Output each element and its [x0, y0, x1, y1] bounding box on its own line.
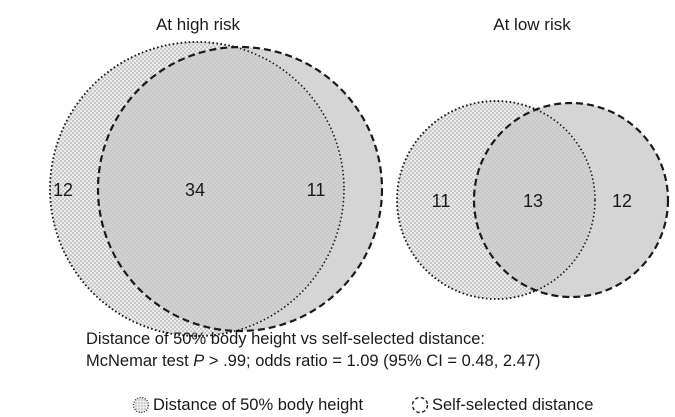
caption-line-2-prefix: McNemar test [86, 352, 194, 370]
legend-label-body-height: Distance of 50% body height [153, 396, 364, 414]
legend-item-body-height: Distance of 50% body height [132, 395, 363, 415]
dashed-circle-icon [411, 396, 429, 414]
legend-label-self-selected: Self-selected distance [432, 396, 594, 414]
panel-title-low-risk: At low risk [493, 15, 571, 34]
caption-line-1: Distance of 50% body height vs self-sele… [86, 330, 485, 348]
caption-line-2: McNemar test P > .99; odds ratio = 1.09 … [86, 350, 540, 372]
legend-item-self-selected: Self-selected distance [411, 395, 593, 415]
caption-p-symbol: P [193, 352, 205, 370]
count-high-body-only: 12 [53, 180, 73, 200]
circle-body-height-high-outline [49, 41, 345, 337]
count-low-both: 13 [523, 191, 543, 211]
venn-diagram: At high risk 12 34 11 At low risk 11 13 … [49, 15, 670, 337]
circle-self-selected-high [96, 45, 384, 333]
stippled-circle-icon [132, 396, 150, 414]
venn-high-risk: At high risk 12 34 11 [49, 15, 384, 337]
venn-low-risk: At low risk 11 13 12 [396, 15, 670, 300]
count-low-body-only: 11 [432, 191, 451, 211]
count-high-self-only: 11 [307, 180, 326, 200]
circle-self-selected-low [472, 101, 670, 299]
count-high-both: 34 [185, 180, 205, 200]
caption-line-2-suffix: > .99; odds ratio = 1.09 (95% CI = 0.48,… [204, 352, 541, 370]
panel-title-high-risk: At high risk [156, 15, 241, 34]
count-low-self-only: 12 [612, 191, 632, 211]
circle-body-height-low-outline [396, 100, 596, 300]
